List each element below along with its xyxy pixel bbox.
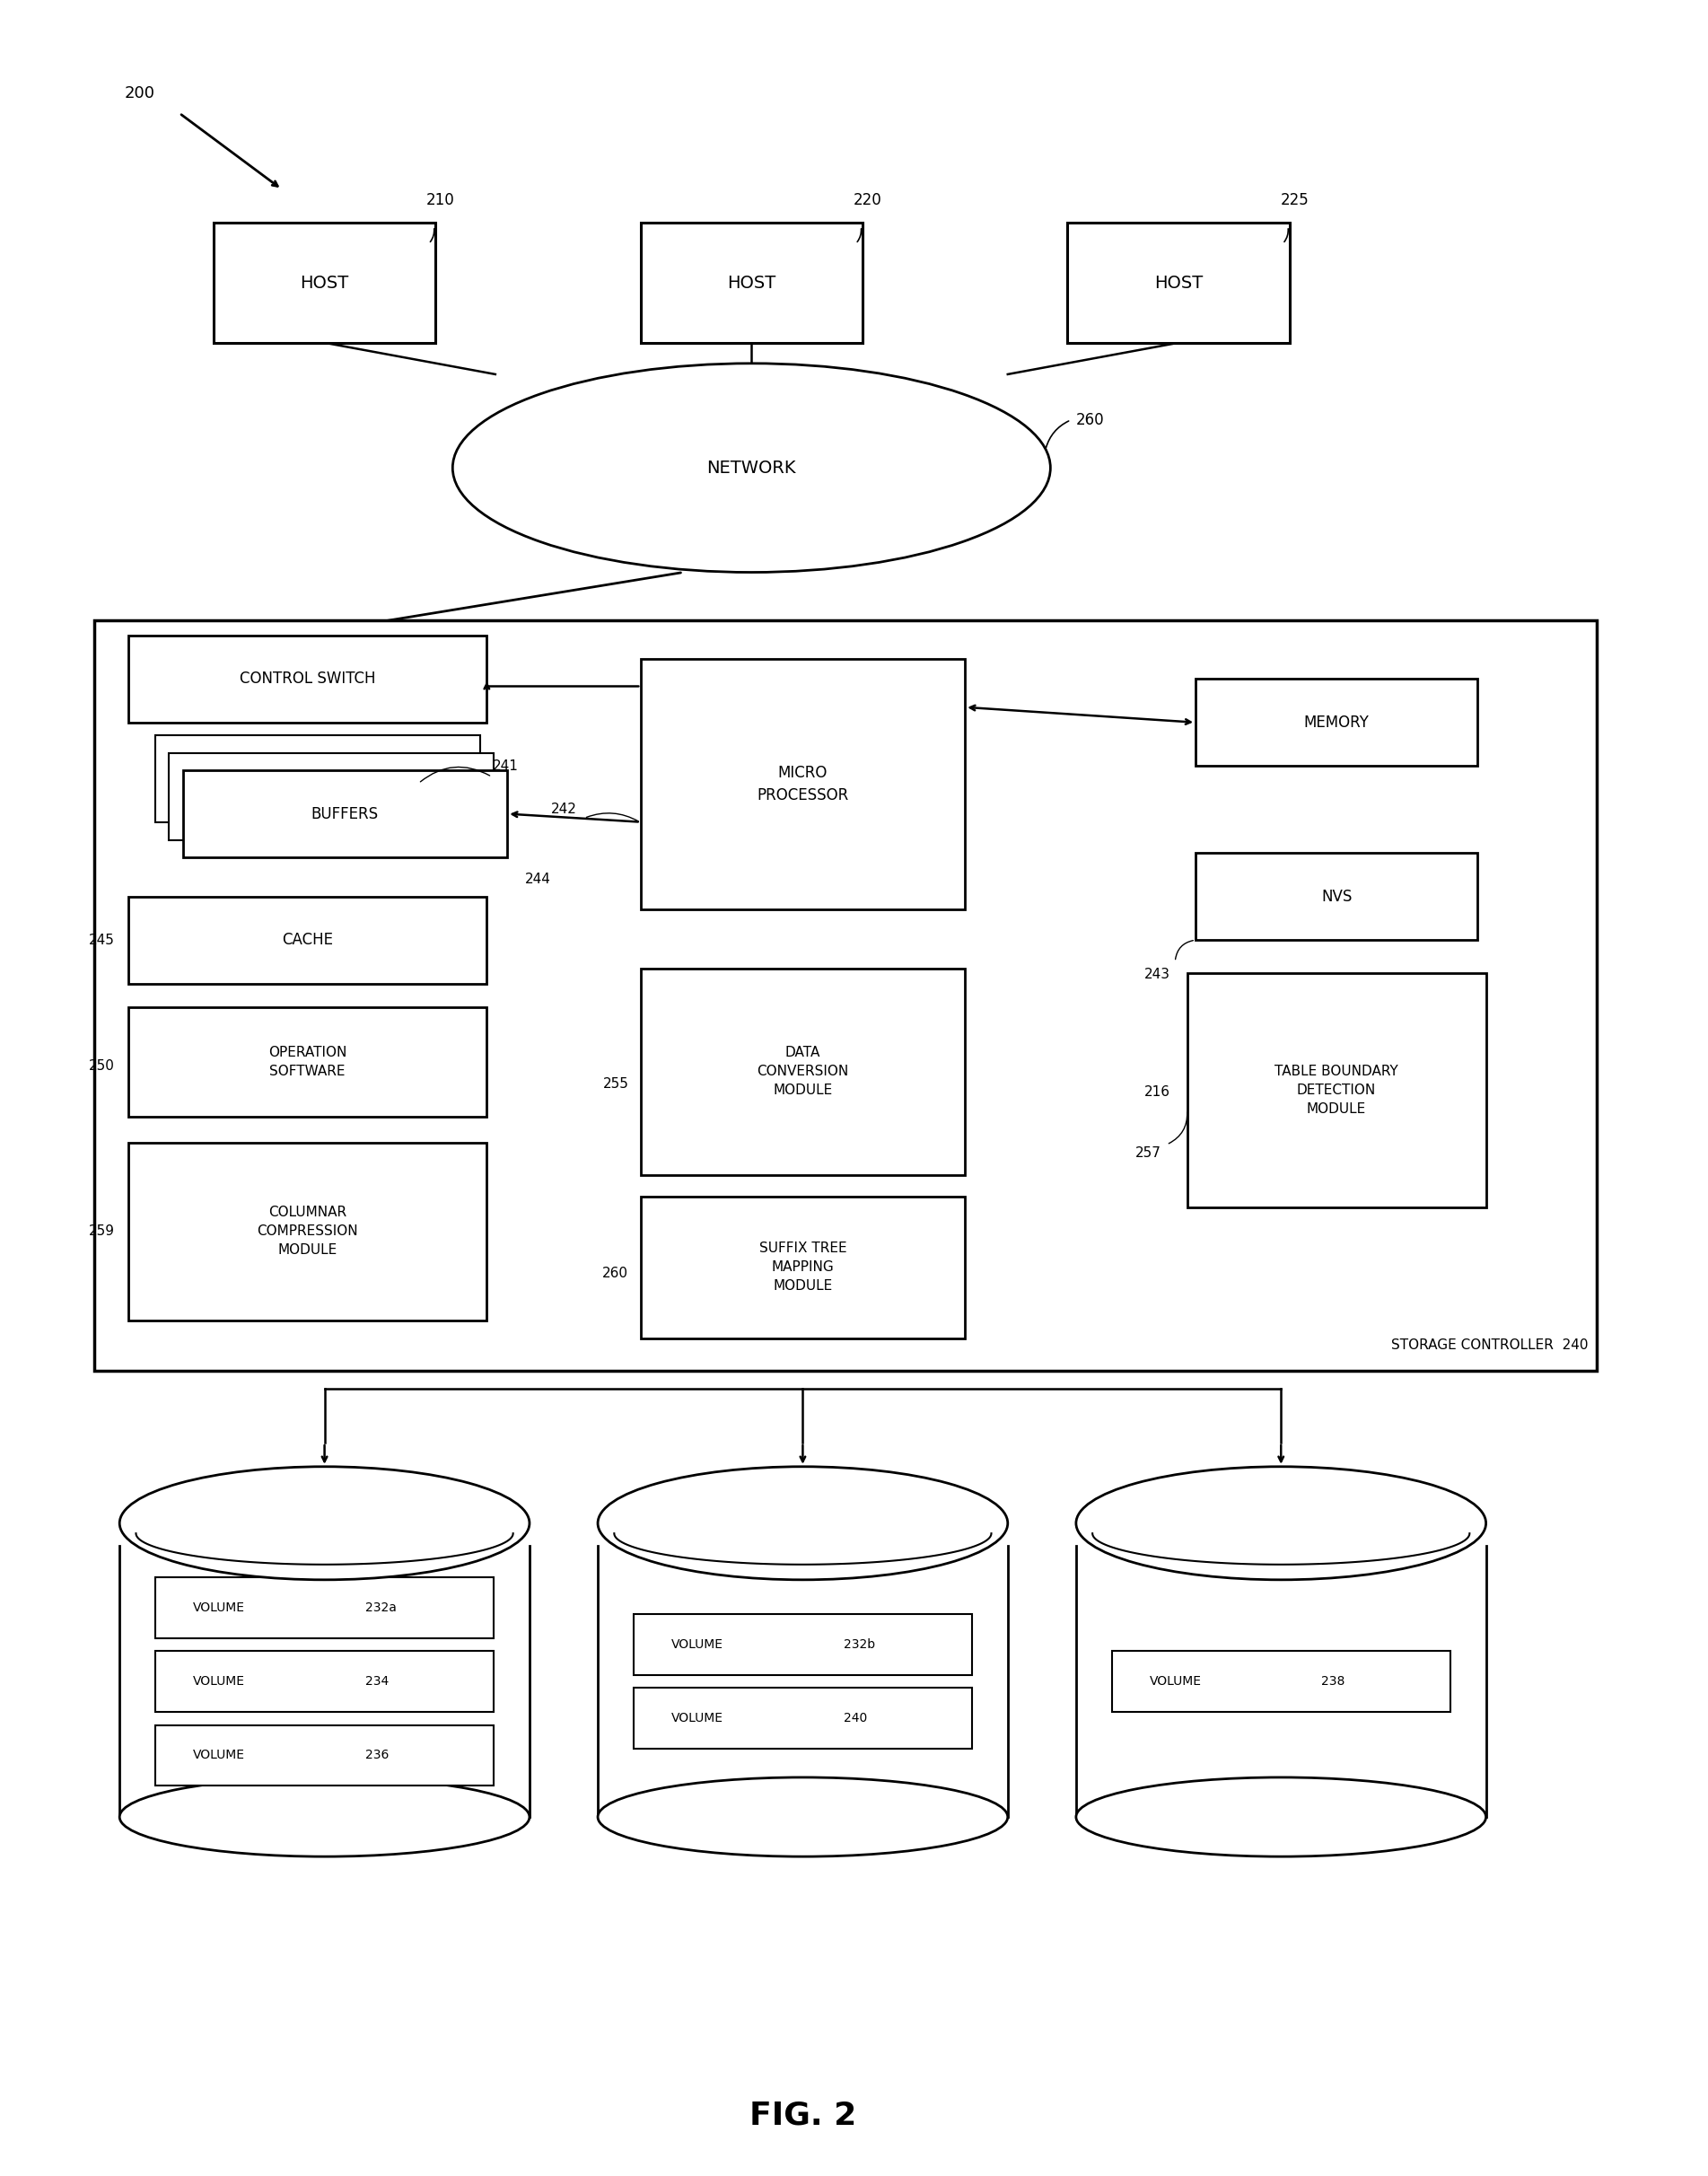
Ellipse shape [598, 1778, 1008, 1856]
Text: 242: 242 [550, 803, 577, 816]
FancyBboxPatch shape [155, 1578, 494, 1639]
Text: COLUMNAR
COMPRESSION
MODULE: COLUMNAR COMPRESSION MODULE [256, 1206, 359, 1258]
Text: 225: 225 [1281, 191, 1308, 209]
Text: 232b: 232b [844, 1639, 874, 1652]
Text: NVS: NVS [1320, 888, 1353, 905]
FancyBboxPatch shape [640, 224, 863, 342]
Text: NETWORK: NETWORK [707, 459, 796, 477]
Text: VOLUME: VOLUME [1149, 1676, 1201, 1689]
Text: STORAGE: STORAGE [272, 1508, 336, 1521]
Text: 200: 200 [125, 85, 155, 102]
Text: 245: 245 [89, 934, 114, 947]
Text: 255: 255 [603, 1077, 629, 1090]
FancyBboxPatch shape [1196, 853, 1477, 940]
Text: BUFFERS: BUFFERS [311, 805, 379, 823]
Text: FIG. 2: FIG. 2 [750, 2100, 856, 2130]
Ellipse shape [1076, 1778, 1486, 1856]
FancyBboxPatch shape [1068, 224, 1290, 342]
FancyBboxPatch shape [1112, 1652, 1450, 1713]
FancyBboxPatch shape [155, 735, 480, 823]
FancyBboxPatch shape [634, 1689, 972, 1750]
FancyBboxPatch shape [183, 770, 507, 857]
Text: VOLUME: VOLUME [193, 1750, 244, 1763]
FancyBboxPatch shape [128, 1007, 487, 1116]
Text: 244: 244 [524, 873, 552, 886]
Text: CACHE: CACHE [282, 931, 333, 949]
Ellipse shape [120, 1467, 529, 1580]
Text: HOST: HOST [301, 274, 348, 292]
Text: VOLUME: VOLUME [671, 1639, 722, 1652]
FancyBboxPatch shape [1187, 973, 1486, 1208]
Ellipse shape [453, 363, 1050, 572]
FancyBboxPatch shape [214, 224, 436, 342]
FancyBboxPatch shape [169, 753, 494, 840]
Text: CONTROL SWITCH: CONTROL SWITCH [239, 670, 376, 688]
Text: 210: 210 [427, 191, 454, 209]
Text: 236: 236 [366, 1750, 389, 1763]
Text: MEMORY: MEMORY [1303, 714, 1370, 731]
Text: STORAGE: STORAGE [1228, 1508, 1293, 1521]
Text: HOST: HOST [728, 274, 775, 292]
Text: 230n: 230n [1354, 1508, 1389, 1521]
Text: 230a: 230a [398, 1508, 432, 1521]
Text: 241: 241 [492, 759, 519, 772]
Text: 234: 234 [366, 1676, 389, 1689]
Text: STORAGE: STORAGE [750, 1508, 815, 1521]
Text: 238: 238 [1322, 1676, 1346, 1689]
FancyBboxPatch shape [1196, 679, 1477, 766]
Text: VOLUME: VOLUME [193, 1602, 244, 1615]
FancyBboxPatch shape [128, 897, 487, 984]
Text: DATA
CONVERSION
MODULE: DATA CONVERSION MODULE [757, 1047, 849, 1097]
Text: 250: 250 [89, 1060, 114, 1073]
FancyBboxPatch shape [640, 968, 965, 1175]
Text: OPERATION
SOFTWARE: OPERATION SOFTWARE [268, 1047, 347, 1077]
Text: 257: 257 [1136, 1147, 1161, 1160]
FancyBboxPatch shape [94, 620, 1597, 1371]
Text: SUFFIX TREE
MAPPING
MODULE: SUFFIX TREE MAPPING MODULE [758, 1242, 847, 1293]
FancyBboxPatch shape [640, 659, 965, 910]
Text: 260: 260 [1076, 411, 1105, 429]
Text: HOST: HOST [1155, 274, 1202, 292]
Text: TABLE BOUNDARY
DETECTION
MODULE: TABLE BOUNDARY DETECTION MODULE [1274, 1064, 1399, 1116]
Ellipse shape [120, 1778, 529, 1856]
Text: 232a: 232a [366, 1602, 396, 1615]
Text: 216: 216 [1144, 1086, 1170, 1099]
Text: 259: 259 [89, 1225, 114, 1238]
Text: 220: 220 [854, 191, 881, 209]
Ellipse shape [1076, 1467, 1486, 1580]
FancyBboxPatch shape [128, 1142, 487, 1321]
FancyBboxPatch shape [128, 635, 487, 722]
Text: 230b: 230b [876, 1508, 910, 1521]
FancyBboxPatch shape [155, 1652, 494, 1713]
FancyBboxPatch shape [634, 1615, 972, 1676]
Text: MICRO
PROCESSOR: MICRO PROCESSOR [757, 766, 849, 803]
FancyBboxPatch shape [155, 1726, 494, 1786]
FancyBboxPatch shape [640, 1197, 965, 1338]
Text: 240: 240 [844, 1713, 868, 1726]
Text: VOLUME: VOLUME [671, 1713, 722, 1726]
Text: VOLUME: VOLUME [193, 1676, 244, 1689]
Text: 243: 243 [1144, 968, 1170, 981]
Text: 260: 260 [603, 1266, 629, 1279]
Ellipse shape [598, 1467, 1008, 1580]
Text: STORAGE CONTROLLER  240: STORAGE CONTROLLER 240 [1392, 1338, 1588, 1351]
